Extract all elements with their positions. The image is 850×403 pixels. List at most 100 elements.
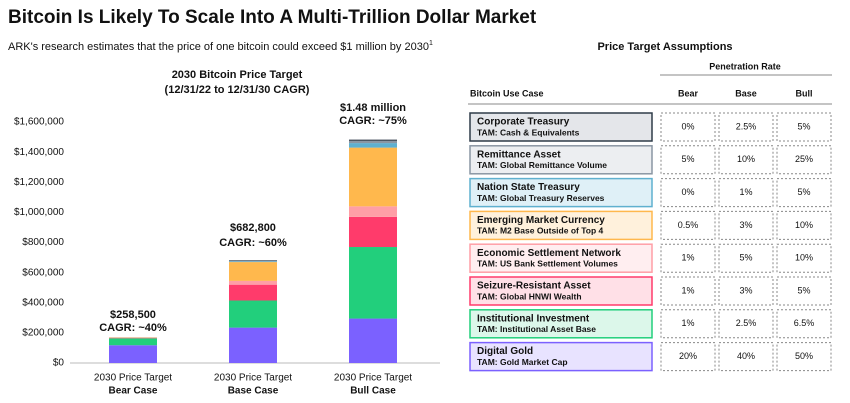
use-case-tam: TAM: Global Treasury Reserves — [477, 193, 605, 203]
bar-segment — [349, 147, 397, 207]
bar-segment — [349, 318, 397, 363]
y-tick-label: $0 — [53, 358, 65, 369]
value-box — [776, 145, 832, 175]
y-tick-label: $800,000 — [22, 237, 64, 248]
x-tick-label: 2030 Price Target — [94, 373, 172, 384]
use-case-tam: TAM: Cash & Equivalents — [477, 127, 580, 137]
bar-segment — [349, 206, 397, 217]
value-box — [660, 342, 716, 372]
chart-title: 2030 Bitcoin Price Target — [172, 69, 303, 81]
value-box — [776, 276, 832, 306]
bar-segment — [229, 327, 277, 363]
use-case-box — [469, 177, 653, 208]
value-box — [660, 145, 716, 175]
rate-value: 3% — [739, 285, 752, 295]
chart-subtitle: (12/31/22 to 12/31/30 CAGR) — [165, 84, 310, 96]
use-case-tam: TAM: Institutional Asset Base — [477, 324, 596, 334]
x-tick-label: 2030 Price Target — [214, 373, 292, 384]
use-case-box — [469, 210, 653, 241]
value-box — [718, 309, 774, 339]
bar-segment — [349, 140, 397, 144]
annotation: CAGR: ~75% — [339, 115, 407, 127]
bar-segment — [109, 345, 157, 363]
rate-value: 10% — [795, 253, 813, 263]
value-box — [718, 210, 774, 240]
rate-value: 5% — [681, 154, 694, 164]
use-case-name: Seizure-Resistant Asset — [477, 281, 591, 292]
use-case-box — [469, 309, 653, 339]
page-title: Bitcoin Is Likely To Scale Into A Multi-… — [8, 7, 537, 28]
value-box — [776, 112, 832, 142]
column-header: Bull — [796, 88, 813, 98]
use-case-box — [469, 276, 653, 306]
use-case-tam: TAM: Global HNWI Wealth — [477, 291, 582, 301]
bar-segment — [109, 338, 157, 346]
chart: $0 $200,000 $400,000 $600,000 $800,000 $1,000… — [14, 102, 440, 397]
bar-segment — [229, 262, 277, 281]
bar-segment — [229, 284, 277, 301]
footnote-mark: 1 — [429, 40, 433, 47]
column-header: Bear — [678, 88, 699, 98]
value-box — [660, 178, 716, 208]
use-case-tam: TAM: US Bank Settlement Volumes — [477, 258, 618, 268]
table: Bitcoin Use Case Bear Base Bull Corporate Tr… — [469, 88, 832, 372]
group-header: Penetration Rate — [709, 61, 781, 71]
rate-value: 20% — [679, 351, 697, 361]
rate-value: 40% — [737, 351, 755, 361]
x-tick-label: Base Case — [228, 386, 279, 397]
use-case-box — [469, 112, 653, 142]
rate-value: 25% — [795, 154, 813, 164]
use-case-tam: TAM: Global Remittance Volume — [477, 160, 607, 170]
rate-value: 0.5% — [678, 220, 699, 230]
x-tick-label: Bull Case — [350, 386, 396, 397]
value-box — [660, 276, 716, 306]
x-tick-label: Bear Case — [109, 386, 158, 397]
rate-value: 5% — [739, 253, 752, 263]
rate-value: 1% — [681, 253, 694, 263]
annotation: CAGR: ~40% — [99, 322, 167, 334]
use-case-name: Corporate Treasury — [477, 117, 570, 128]
use-case-tam: TAM: M2 Base Outside of Top 4 — [477, 226, 604, 236]
value-box — [718, 178, 774, 208]
use-case-name: Economic Settlement Network — [477, 248, 621, 259]
value-box — [660, 243, 716, 273]
bar-segment — [229, 261, 277, 263]
table-title: Price Target Assumptions — [597, 41, 732, 53]
annotation: $682,800 — [230, 222, 276, 234]
annotation: CAGR: ~60% — [219, 237, 287, 249]
rate-value: 1% — [681, 318, 694, 328]
rate-value: 10% — [737, 154, 755, 164]
x-tick-label: 2030 Price Target — [334, 373, 412, 384]
value-box — [718, 243, 774, 273]
column-header: Base — [735, 88, 757, 98]
subtitle-text: ARK's research estimates that the price … — [8, 41, 429, 53]
value-box — [776, 309, 832, 339]
bar-segment — [349, 143, 397, 148]
use-case-name: Digital Gold — [477, 346, 533, 357]
rate-value: 1% — [681, 285, 694, 295]
rate-value: 5% — [797, 285, 810, 295]
value-box — [776, 342, 832, 372]
rate-value: 0% — [681, 187, 694, 197]
annotation: $1.48 million — [340, 102, 406, 114]
value-box — [718, 112, 774, 142]
y-tick-label: $400,000 — [22, 297, 64, 308]
page-subtitle: ARK's research estimates that the price … — [8, 40, 433, 53]
rate-value: 5% — [797, 121, 810, 131]
use-case-box — [469, 243, 653, 273]
rate-value: 3% — [739, 220, 752, 230]
value-box — [660, 309, 716, 339]
use-case-name: Emerging Market Currency — [477, 215, 605, 226]
value-box — [718, 145, 774, 175]
y-tick-label: $600,000 — [22, 267, 64, 278]
rate-value: 10% — [795, 220, 813, 230]
value-box — [718, 276, 774, 306]
rate-value: 2.5% — [736, 121, 757, 131]
rate-value: 6.5% — [794, 318, 815, 328]
value-box — [776, 243, 832, 273]
y-tick-label: $1,000,000 — [14, 207, 64, 218]
rate-value: 0% — [681, 121, 694, 131]
rate-value: 50% — [795, 351, 813, 361]
rate-value: 1% — [739, 187, 752, 197]
